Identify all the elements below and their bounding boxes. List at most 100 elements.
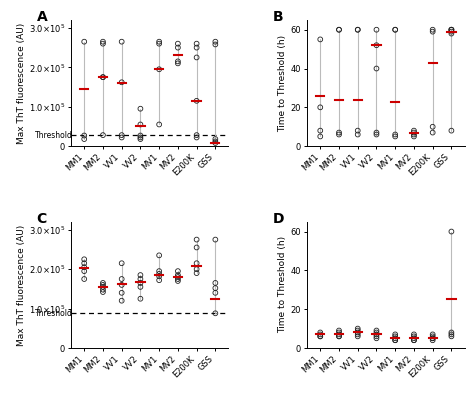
Point: [410, 337, 418, 344]
Point: [174, 278, 182, 284]
Point: [373, 131, 380, 138]
Point: [429, 26, 437, 33]
Point: [155, 252, 163, 258]
Point: [354, 131, 362, 138]
Point: [373, 42, 380, 48]
Point: [392, 26, 399, 33]
Point: [118, 298, 126, 304]
Point: [81, 136, 88, 142]
Point: [447, 30, 455, 37]
Point: [335, 131, 343, 138]
Point: [335, 26, 343, 33]
Point: [429, 129, 437, 136]
Point: [137, 280, 144, 286]
Point: [392, 335, 399, 342]
Point: [81, 268, 88, 274]
Point: [373, 327, 380, 334]
Point: [354, 331, 362, 338]
Point: [392, 131, 399, 138]
Point: [429, 28, 437, 35]
Point: [211, 236, 219, 243]
Point: [99, 74, 107, 80]
Point: [447, 331, 455, 338]
Point: [81, 38, 88, 45]
Point: [211, 41, 219, 48]
Point: [137, 106, 144, 112]
Point: [118, 290, 126, 296]
Point: [99, 132, 107, 138]
Point: [211, 290, 219, 296]
Point: [174, 272, 182, 278]
Point: [410, 131, 418, 138]
Point: [429, 335, 437, 342]
Point: [392, 331, 399, 338]
Point: [155, 40, 163, 47]
Point: [447, 28, 455, 35]
Point: [137, 136, 144, 142]
Point: [335, 26, 343, 33]
Text: D: D: [273, 212, 284, 226]
Point: [99, 40, 107, 47]
Point: [373, 65, 380, 72]
Point: [118, 282, 126, 288]
Point: [335, 333, 343, 340]
Point: [392, 337, 399, 344]
Point: [137, 121, 144, 128]
Point: [193, 266, 201, 272]
Point: [137, 134, 144, 141]
Point: [174, 60, 182, 66]
Point: [174, 276, 182, 282]
Y-axis label: Max ThT fluorescence (AU): Max ThT fluorescence (AU): [17, 22, 26, 144]
Text: Threshold: Threshold: [35, 131, 73, 140]
Point: [335, 329, 343, 336]
Point: [155, 66, 163, 72]
Point: [447, 329, 455, 336]
Point: [193, 44, 201, 51]
Y-axis label: Max ThT fluorescence (AU): Max ThT fluorescence (AU): [17, 224, 26, 346]
Point: [193, 40, 201, 47]
Point: [174, 58, 182, 64]
Point: [447, 333, 455, 340]
Point: [335, 327, 343, 334]
Point: [118, 79, 126, 86]
Text: C: C: [36, 212, 47, 226]
Point: [118, 38, 126, 45]
Point: [193, 54, 201, 61]
Point: [211, 140, 219, 146]
Point: [99, 286, 107, 293]
Point: [373, 335, 380, 342]
Point: [81, 132, 88, 139]
Point: [447, 228, 455, 235]
Point: [354, 325, 362, 332]
Point: [137, 272, 144, 278]
Point: [335, 331, 343, 338]
Point: [137, 296, 144, 302]
Point: [155, 277, 163, 283]
Point: [447, 26, 455, 33]
Point: [211, 310, 219, 316]
Point: [155, 38, 163, 45]
Point: [211, 285, 219, 291]
Point: [410, 129, 418, 136]
Point: [410, 333, 418, 340]
Point: [118, 260, 126, 266]
Point: [429, 333, 437, 340]
Point: [429, 331, 437, 338]
Point: [317, 133, 324, 140]
Point: [392, 337, 399, 344]
Point: [410, 133, 418, 140]
Point: [317, 36, 324, 43]
Point: [193, 132, 201, 138]
Point: [410, 335, 418, 342]
Y-axis label: Time to Threshold (h): Time to Threshold (h): [279, 34, 288, 132]
Point: [373, 333, 380, 340]
Point: [317, 331, 324, 338]
Point: [174, 40, 182, 47]
Point: [155, 268, 163, 274]
Point: [99, 282, 107, 288]
Point: [447, 26, 455, 33]
Point: [373, 329, 380, 336]
Point: [81, 264, 88, 270]
Point: [137, 132, 144, 139]
Text: B: B: [273, 10, 283, 24]
